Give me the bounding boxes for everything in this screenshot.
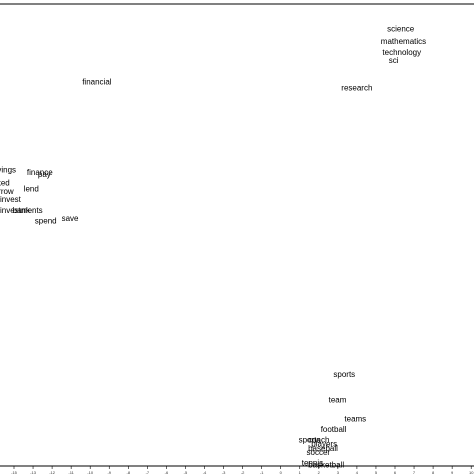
word-label-lend: lend [24,185,39,194]
x-tick-label: 5 [375,470,378,474]
word-label-pay: pay [38,170,51,179]
word-label-invest: invest [0,195,22,204]
word-label-coach: coach [308,435,329,444]
x-tick-label: -9 [107,470,111,474]
word-label-financial: financial [82,77,112,86]
word-label-soccer: soccer [307,448,331,457]
x-tick-label: 7 [413,470,416,474]
x-tick-label: -8 [127,470,131,474]
word-label-football: football [321,425,347,434]
word-label-spend: spend [35,216,57,225]
x-tick-label: -13 [30,470,37,474]
x-tick-label: 9 [451,470,454,474]
x-tick-label: 0 [280,470,283,474]
x-tick-label: -12 [49,470,56,474]
word-label-tennis: tennis [302,459,323,468]
word-label-science: science [387,25,415,34]
x-tick-label: -11 [68,470,74,474]
x-tick-label: -1 [260,470,264,474]
word-label-teams: teams [344,414,366,423]
word-label-errow: errow [0,187,14,196]
word-label-team: team [329,395,347,404]
word-label-research: research [341,84,372,93]
x-tick-label: 3 [337,470,340,474]
x-tick-label: -10 [87,470,94,474]
x-tick-label: 4 [356,470,359,474]
plot-frame [0,3,474,467]
word-label-sports: sports [299,435,321,444]
word-label-finance: finance [27,168,53,177]
x-axis-ticks: -15 -13 -12 -11 -10 -9 -8 -7 -6 -5 -4 -3 -2 -1 0 1 2 3 4 5 6… [11,466,474,474]
x-tick-label: -15 [11,470,18,474]
x-tick-label: 2 [318,470,321,474]
x-tick-label: 1 [299,470,302,474]
word-label-investments: investments [0,206,43,215]
word-label-basketball: basketball [308,461,344,470]
word-label-players: players [311,440,337,449]
x-tick-label: -2 [241,470,245,474]
x-tick-label: -3 [222,470,226,474]
x-tick-label: -6 [165,470,169,474]
word-label-technology: technology [382,48,421,57]
word-label-baseball: baseball [308,444,338,453]
word-label-mathematics: mathematics [381,37,426,46]
x-tick-label: 8 [432,470,435,474]
word-label-sports: sports [333,370,355,379]
word-label-sci: sci [389,56,399,65]
x-tick-label: -5 [184,470,188,474]
x-tick-label: 6 [394,470,397,474]
word-label-savings: savings [0,166,16,175]
x-tick-label: 10 [469,470,474,474]
x-tick-label: -4 [203,470,207,474]
word-label-bank: bank [13,206,31,215]
word-label-ked: ked [0,178,10,187]
x-tick-label: -7 [146,470,150,474]
word-label-save: save [62,214,79,223]
word-points: financial research science mathematics techn… [0,25,426,470]
